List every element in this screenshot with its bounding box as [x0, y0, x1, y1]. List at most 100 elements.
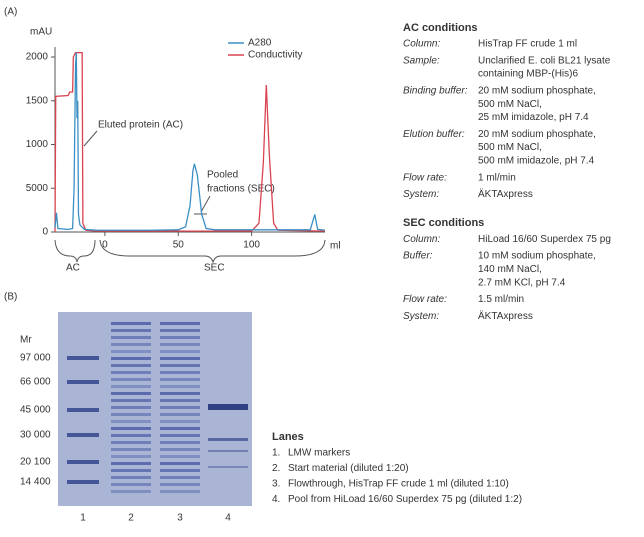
gel-band: [111, 329, 151, 332]
marker-label: 14 400: [20, 477, 51, 488]
bracket: [54, 239, 96, 263]
panel-label: (B): [4, 292, 17, 303]
x-tick-label: 50: [173, 240, 185, 251]
gel-band: [111, 385, 151, 388]
lane-item: Flowthrough, HisTrap FF crude 1 ml (dilu…: [288, 479, 509, 490]
gel-band: [111, 371, 151, 374]
gel-band: [111, 322, 151, 325]
gel-band: [111, 434, 151, 437]
condition-label: Binding buffer:: [403, 86, 468, 97]
condition-value: ÄKTAxpress: [478, 188, 533, 200]
condition-label: Sample:: [403, 55, 440, 66]
condition-value: 500 mM NaCl,: [478, 99, 542, 110]
marker-label: 97 000: [20, 353, 51, 364]
condition-value: 25 mM imidazole, pH 7.4: [478, 112, 589, 123]
condition-label: Elution buffer:: [403, 129, 465, 140]
marker-label: 20 100: [20, 457, 51, 468]
gel-band: [111, 490, 151, 493]
gel-band: [111, 343, 151, 346]
gel-band: [67, 356, 99, 360]
gel-band: [111, 350, 151, 353]
gel-band: [111, 469, 151, 472]
annotation: Eluted protein (AC): [98, 120, 183, 131]
lane-number: 2: [128, 513, 134, 524]
gel-band: [160, 322, 200, 325]
series-line: [54, 51, 326, 233]
y-axis-label: mAU: [30, 27, 52, 38]
gel-band: [111, 413, 151, 416]
condition-value: Unclarified E. coli BL21 lysate: [478, 55, 611, 66]
gel-band: [160, 357, 200, 360]
gel-band: [160, 483, 200, 486]
condition-label: Column:: [403, 234, 440, 245]
gel-band: [111, 476, 151, 479]
gel-band: [111, 455, 151, 458]
section-label: SEC: [204, 263, 225, 274]
y-tick-label: 1500: [26, 95, 49, 106]
gel-band: [160, 413, 200, 416]
gel-band: [111, 357, 151, 360]
lane-number: 2.: [272, 463, 280, 474]
condition-label: Flow rate:: [403, 172, 447, 183]
lane-number: 1.: [272, 448, 280, 459]
gel-band: [160, 427, 200, 430]
annotation: fractions (SEC): [207, 184, 275, 195]
gel-band: [160, 448, 200, 451]
bracket: [99, 239, 326, 264]
x-tick-label: 100: [243, 240, 260, 251]
gel-band: [160, 392, 200, 395]
legend-label: Conductivity: [248, 50, 302, 61]
conditions-heading: SEC conditions: [403, 217, 484, 229]
condition-label: Flow rate:: [403, 294, 447, 305]
gel-band: [160, 350, 200, 353]
gel-band: [208, 466, 248, 468]
gel-band: [160, 329, 200, 332]
gel-band: [160, 364, 200, 367]
gel-band: [111, 378, 151, 381]
gel-band: [160, 399, 200, 402]
mr-label: Mr: [20, 335, 32, 346]
lane-number: 1: [80, 513, 86, 524]
condition-value: 500 mM NaCl,: [478, 142, 542, 153]
gel-band: [160, 385, 200, 388]
gel-band: [111, 483, 151, 486]
gel-band: [160, 441, 200, 444]
condition-value: 140 mM NaCl,: [478, 264, 542, 275]
lane-number: 4.: [272, 494, 280, 505]
condition-label: System:: [403, 189, 439, 200]
condition-value: HiLoad 16/60 Superdex 75 pg: [478, 234, 611, 245]
gel-band: [160, 420, 200, 423]
x-axis-label: ml: [330, 241, 341, 252]
y-tick-label: 1000: [26, 139, 49, 150]
gel-band: [160, 455, 200, 458]
condition-value: 1 ml/min: [478, 172, 516, 183]
condition-label: Column:: [403, 39, 440, 50]
condition-value: 20 mM sodium phosphate,: [478, 86, 596, 97]
lanes-title: Lanes: [272, 431, 304, 443]
condition-value: 2.7 mM KCl, pH 7.4: [478, 277, 566, 288]
y-tick-label: 5000: [26, 183, 49, 194]
marker-label: 30 000: [20, 430, 51, 441]
condition-value: 500 mM imidazole, pH 7.4: [478, 156, 595, 167]
gel-band: [208, 438, 248, 441]
gel-band: [111, 427, 151, 430]
gel-band: [160, 434, 200, 437]
lane-item: Start material (diluted 1:20): [288, 463, 409, 474]
gel-band: [160, 371, 200, 374]
conditions-heading: AC conditions: [403, 22, 478, 34]
annotation: Pooled: [207, 170, 238, 181]
x-tick-label: 0: [102, 240, 108, 251]
y-tick-label: 2000: [26, 52, 49, 63]
condition-value: containing MBP-(His)6: [478, 69, 578, 80]
gel-band: [111, 448, 151, 451]
gel-band: [67, 433, 99, 437]
gel-band: [160, 378, 200, 381]
gel-band: [111, 364, 151, 367]
gel-band: [160, 406, 200, 409]
condition-value: 1.5 ml/min: [478, 294, 524, 305]
marker-label: 66 000: [20, 377, 51, 388]
gel-band: [67, 480, 99, 484]
condition-value: ÄKTAxpress: [478, 310, 533, 322]
